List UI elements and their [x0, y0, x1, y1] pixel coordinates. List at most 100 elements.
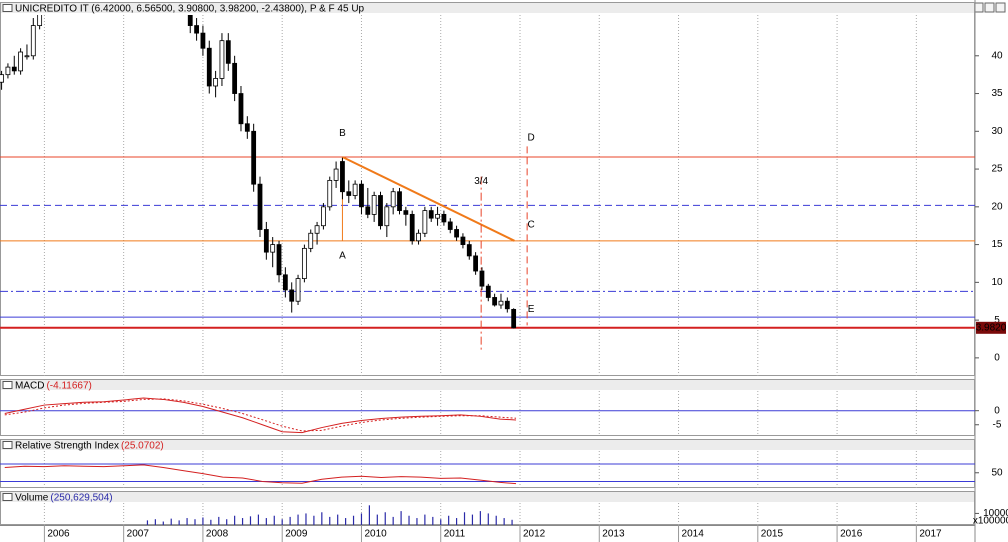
panel-title: UNICREDITO IT (6.42000, 6.56500, 3.90800…	[15, 3, 365, 14]
candle-body	[447, 221, 453, 230]
candle-body	[416, 232, 421, 242]
y-tick-label: 5	[994, 315, 1000, 326]
candle-body	[397, 191, 402, 212]
candle-body	[18, 51, 24, 72]
candle-body	[5, 66, 11, 76]
panel-frame	[0, 439, 975, 488]
title-value: (25.0702)	[121, 440, 164, 451]
price-tag-label: 3.9820	[976, 322, 1007, 333]
x-tick-label: 2010	[364, 529, 387, 540]
panel-frame	[0, 379, 975, 436]
candle-body	[295, 278, 301, 302]
candle-body	[37, 15, 43, 26]
x-tick-label: 2008	[206, 529, 229, 540]
candle-body	[314, 225, 320, 234]
candle-body	[238, 93, 244, 125]
panel-header	[1, 440, 974, 450]
y-tick-label: 15	[991, 239, 1003, 250]
maximize-button[interactable]	[984, 2, 995, 13]
candle-body	[213, 78, 219, 87]
candle-body	[327, 179, 333, 208]
panel-title: MACD (-4.11667)	[15, 380, 92, 391]
window-buttons	[973, 2, 1006, 13]
title-text: Volume	[15, 492, 49, 503]
candle-body	[251, 130, 257, 185]
candle-body	[219, 40, 225, 79]
panel-frame	[0, 2, 975, 376]
x-tick-label: 2017	[919, 529, 942, 540]
candle-body	[340, 161, 345, 193]
candle-body	[0, 74, 4, 83]
series-line	[4, 398, 517, 432]
panel-frame	[0, 491, 975, 525]
title-value: (250,629,504)	[50, 492, 112, 503]
candle-body	[428, 210, 434, 219]
candle-body	[378, 195, 383, 227]
candle-body	[333, 168, 339, 181]
candle-body	[187, 15, 193, 26]
annotation: C	[527, 220, 534, 231]
candle-body	[504, 300, 510, 310]
candle-body	[11, 66, 17, 72]
candle-body	[390, 191, 396, 208]
candle-body	[270, 244, 276, 253]
y-tick-label: 10000	[983, 508, 1008, 519]
candle-body	[263, 229, 269, 253]
candle-body	[511, 308, 517, 329]
candle-body	[454, 229, 459, 238]
multiplier-label: x100000	[973, 516, 1008, 527]
y-tick-label: 10	[991, 277, 1003, 288]
y-tick-label: 0	[994, 353, 1000, 364]
x-tick-label: 2012	[523, 529, 546, 540]
x-tick-label: 2015	[761, 529, 784, 540]
price-tag	[976, 321, 1006, 334]
header-icon	[2, 381, 13, 389]
candle-body	[435, 213, 440, 219]
candle-body	[422, 210, 428, 234]
title-text: Relative Strength Index	[15, 440, 119, 451]
annotation: A	[339, 251, 346, 262]
x-tick-label: 2011	[444, 529, 466, 540]
x-tick-label: 2013	[602, 529, 625, 540]
candle-body	[276, 244, 282, 276]
title-value: (-4.11667)	[46, 380, 91, 391]
panel-title: Relative Strength Index (25.0702)	[15, 440, 164, 451]
panel-header	[1, 380, 974, 390]
y-tick-label: 30	[991, 126, 1003, 137]
candle-body	[206, 47, 212, 87]
candle-body	[282, 274, 288, 291]
y-tick-label: 35	[991, 88, 1003, 99]
candle-body	[371, 195, 377, 215]
candle-body	[232, 62, 238, 94]
y-tick-label: 40	[991, 50, 1003, 61]
candle-body	[257, 183, 263, 230]
x-tick-label: 2009	[285, 529, 308, 540]
header-icon	[2, 441, 13, 449]
candle-body	[498, 300, 504, 306]
candle-body	[359, 183, 364, 208]
header-icon	[2, 493, 13, 501]
y-tick-label: -5	[993, 419, 1002, 430]
candle-body	[466, 244, 472, 257]
close-button[interactable]	[995, 2, 1006, 13]
candle-body	[225, 40, 231, 64]
candle-body	[308, 232, 314, 249]
series-line	[4, 464, 517, 485]
candle-body	[460, 236, 466, 245]
panel-header	[1, 3, 974, 13]
y-tick-label: 0	[994, 405, 1000, 416]
candle-body	[346, 191, 352, 196]
candle-body	[492, 297, 498, 306]
header-icon	[2, 4, 13, 12]
panel-title: Volume (250,629,504)	[15, 492, 113, 503]
candle-body	[321, 206, 326, 227]
candle-body	[301, 247, 307, 279]
candle-body	[289, 289, 295, 302]
candle-body	[352, 183, 358, 196]
candle-body	[30, 25, 36, 57]
series-line	[4, 397, 517, 434]
annotation: B	[339, 128, 346, 139]
candle-body	[441, 213, 447, 223]
